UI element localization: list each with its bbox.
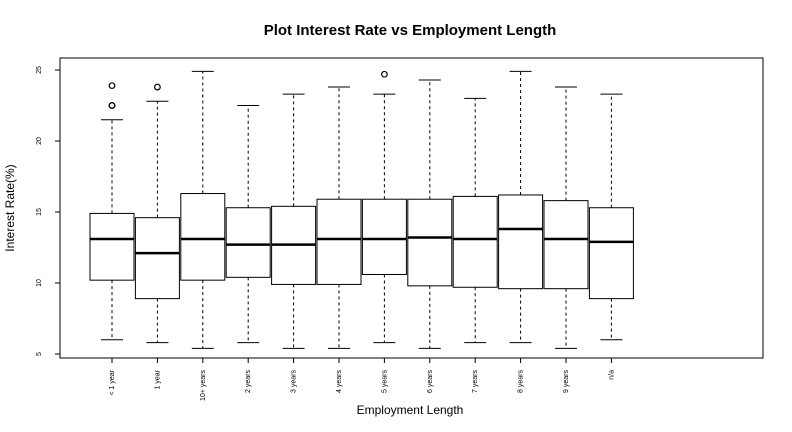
x-tick-label: 5 years	[381, 370, 388, 393]
y-tick-label: 15	[36, 208, 43, 216]
box-group	[498, 70, 544, 344]
y-axis-label: Interest Rate(%)	[3, 164, 17, 251]
box-group	[588, 93, 634, 341]
plot-frame	[59, 57, 764, 359]
x-axis: < 1 year 1 year 10+ years 2 years 3 years 4 y…	[109, 358, 615, 401]
interquartile-box	[543, 200, 589, 290]
box-group	[543, 86, 589, 349]
y-tick-label: 5	[36, 352, 43, 356]
interquartile-box	[498, 194, 544, 290]
interquartile-box	[134, 217, 180, 300]
y-tick-label: 20	[36, 137, 43, 145]
outlier-point	[108, 82, 116, 90]
interquartile-box	[225, 207, 271, 278]
y-axis: 5 10 15 20 25	[36, 66, 60, 356]
x-axis-label: Employment Length	[357, 403, 464, 417]
x-tick-label: 2 years	[245, 370, 252, 393]
outlier-point	[153, 83, 161, 91]
interquartile-box	[452, 195, 498, 288]
x-tick-label: 1 year	[154, 369, 161, 389]
x-tick-label: 7 years	[472, 370, 479, 393]
box-group	[89, 82, 135, 341]
box-group	[225, 105, 271, 344]
x-tick-label: 8 years	[518, 370, 525, 393]
box-group	[180, 70, 226, 349]
interquartile-box	[361, 198, 407, 275]
box-group	[407, 79, 453, 349]
outlier-point	[381, 70, 388, 78]
interquartile-box	[89, 212, 135, 281]
y-tick-label: 10	[36, 279, 43, 287]
box-group	[134, 83, 180, 344]
x-tick-label: 9 years	[563, 370, 570, 393]
x-tick-label: 10+ years	[200, 370, 207, 401]
interquartile-box	[588, 207, 634, 300]
chart-title: Plot Interest Rate vs Employment Length	[264, 22, 557, 39]
x-tick-label: < 1 year	[109, 369, 116, 395]
y-tick-label: 25	[36, 66, 43, 74]
x-tick-label: 3 years	[291, 370, 298, 393]
box-group	[271, 93, 317, 349]
box-group	[316, 86, 362, 349]
interquartile-box	[407, 198, 453, 287]
x-tick-label: 6 years	[427, 370, 434, 393]
box-series	[89, 70, 634, 349]
x-tick-label: n/a	[608, 370, 615, 380]
interquartile-box	[316, 198, 362, 285]
x-tick-label: 4 years	[336, 370, 343, 393]
box-group	[452, 97, 498, 344]
interquartile-box	[180, 193, 226, 281]
outlier-point	[108, 102, 116, 109]
box-group	[361, 70, 407, 344]
